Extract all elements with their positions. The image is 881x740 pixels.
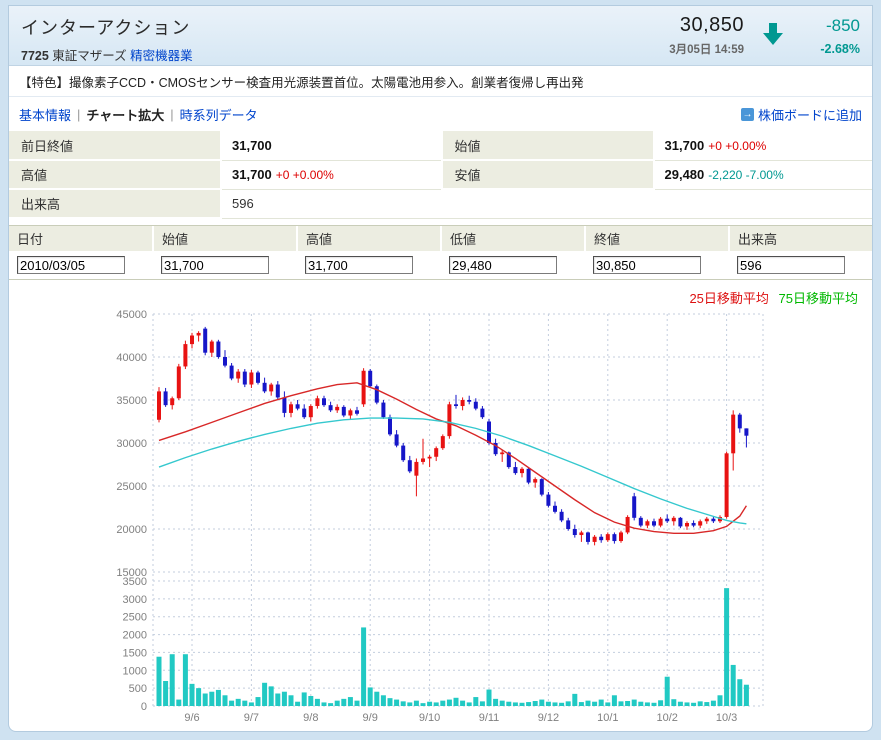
volume-value: 596 <box>232 196 254 212</box>
svg-text:1000: 1000 <box>123 665 147 677</box>
feature-description: 【特色】撮像素子CCD・CMOSセンサー検査用光源装置首位。太陽電池用参入。創業… <box>9 66 872 97</box>
table-row: 出来高 596 <box>9 189 872 219</box>
price-change-pct: -2.68% <box>820 42 860 56</box>
low-label: 安値 <box>440 160 655 190</box>
close-input[interactable] <box>593 256 701 274</box>
svg-text:2500: 2500 <box>123 612 147 624</box>
svg-text:1500: 1500 <box>123 647 147 659</box>
svg-text:20000: 20000 <box>116 524 147 536</box>
tab-basic-info[interactable]: 基本情報 <box>19 108 72 123</box>
svg-text:9/6: 9/6 <box>184 712 199 724</box>
stock-name: インターアクション <box>21 18 191 38</box>
low-column-header: 低値 <box>441 226 586 253</box>
quote-header-row: 日付 始値 高値 低値 終値 出来高 <box>9 226 872 253</box>
close-column-header: 終値 <box>585 226 730 253</box>
open-input[interactable] <box>161 256 269 274</box>
svg-text:3000: 3000 <box>123 594 147 606</box>
tab-separator: | <box>170 107 174 122</box>
svg-text:45000: 45000 <box>116 309 147 321</box>
svg-text:9/9: 9/9 <box>363 712 378 724</box>
high-column-header: 高値 <box>297 226 442 253</box>
prev-close-value: 31,700 <box>232 137 272 153</box>
svg-text:10/1: 10/1 <box>597 712 618 724</box>
date-input[interactable] <box>17 256 125 274</box>
quote-edit-section: 日付 始値 高値 低値 終値 出来高 <box>9 225 872 280</box>
stock-chart-section: 45000 40000 35000 30000 25000 20000 15000 3500 3… <box>9 306 872 731</box>
ma75-legend-label: 75日移動平均 <box>778 291 858 306</box>
ma25-legend-label: 25日移動平均 <box>689 291 769 306</box>
low-value: 29,480 <box>664 167 705 182</box>
tab-time-series[interactable]: 時系列データ <box>179 108 258 123</box>
svg-text:9/12: 9/12 <box>538 712 559 724</box>
date-column-header: 日付 <box>9 226 154 253</box>
svg-text:0: 0 <box>141 701 147 713</box>
stock-code: 7725 <box>21 49 49 63</box>
svg-text:9/10: 9/10 <box>419 712 440 724</box>
high-label: 高値 <box>9 160 222 190</box>
svg-text:500: 500 <box>129 683 147 695</box>
summary-table: 前日終値 31,700 始値 31,700 +0 +0.00% 高値 31,700… <box>9 131 872 219</box>
quote-input-row <box>9 252 872 279</box>
low-input[interactable] <box>449 256 557 274</box>
svg-text:9/8: 9/8 <box>303 712 318 724</box>
svg-text:3500: 3500 <box>123 576 147 588</box>
low-change: -2,220 -7.00% <box>708 168 784 182</box>
open-value: 31,700 <box>664 137 705 153</box>
nav-bar: 基本情報 | チャート拡大 | 時系列データ → 株価ボードに追加 <box>9 97 872 131</box>
svg-text:10/2: 10/2 <box>656 712 677 724</box>
tab-chart-enlarge[interactable]: チャート拡大 <box>86 108 165 123</box>
svg-text:9/7: 9/7 <box>244 712 259 724</box>
arrow-right-square-icon: → <box>740 108 754 121</box>
open-change: +0 +0.00% <box>708 138 767 153</box>
stock-market: 東証マザーズ <box>52 49 127 63</box>
stock-quote-card: インターアクション 7725 東証マザーズ 精密機器業 30,850 3月05日… <box>8 5 873 732</box>
svg-text:40000: 40000 <box>116 352 147 364</box>
high-change: +0 +0.00% <box>275 168 334 182</box>
table-row: 前日終値 31,700 始値 31,700 +0 +0.00% <box>9 131 872 161</box>
tab-separator: | <box>77 107 81 122</box>
open-label: 始値 <box>440 131 655 161</box>
header: インターアクション 7725 東証マザーズ 精密機器業 30,850 3月05日… <box>9 6 872 66</box>
current-price: 30,850 <box>679 14 744 36</box>
svg-text:9/11: 9/11 <box>479 712 500 724</box>
high-value: 31,700 <box>232 167 272 182</box>
svg-text:10/3: 10/3 <box>716 712 737 724</box>
volume-label: 出来高 <box>9 189 222 219</box>
industry-link[interactable]: 精密機器業 <box>130 49 193 63</box>
down-arrow-icon <box>762 22 784 51</box>
volume-column-header: 出来高 <box>729 226 872 253</box>
table-row: 高値 31,700 +0 +0.00% 安値 29,480 -2,220 -7.00… <box>9 160 872 190</box>
volume-input[interactable] <box>737 256 845 274</box>
svg-text:30000: 30000 <box>116 438 147 450</box>
prev-close-label: 前日終値 <box>9 131 222 161</box>
price-change: -850 <box>825 16 860 35</box>
svg-text:2000: 2000 <box>123 630 147 642</box>
svg-text:25000: 25000 <box>116 481 147 493</box>
svg-text:35000: 35000 <box>116 395 147 407</box>
svg-text:15000: 15000 <box>116 567 147 579</box>
add-to-board-link[interactable]: 株価ボードに追加 <box>757 108 862 123</box>
ma-legend: 25日移動平均 75日移動平均 <box>9 280 872 306</box>
high-input[interactable] <box>305 256 413 274</box>
quote-datetime: 3月05日 14:59 <box>669 44 744 56</box>
open-column-header: 始値 <box>153 226 298 253</box>
candlestick-volume-chart: 4500040000350003000025000200001500035003… <box>116 309 764 724</box>
